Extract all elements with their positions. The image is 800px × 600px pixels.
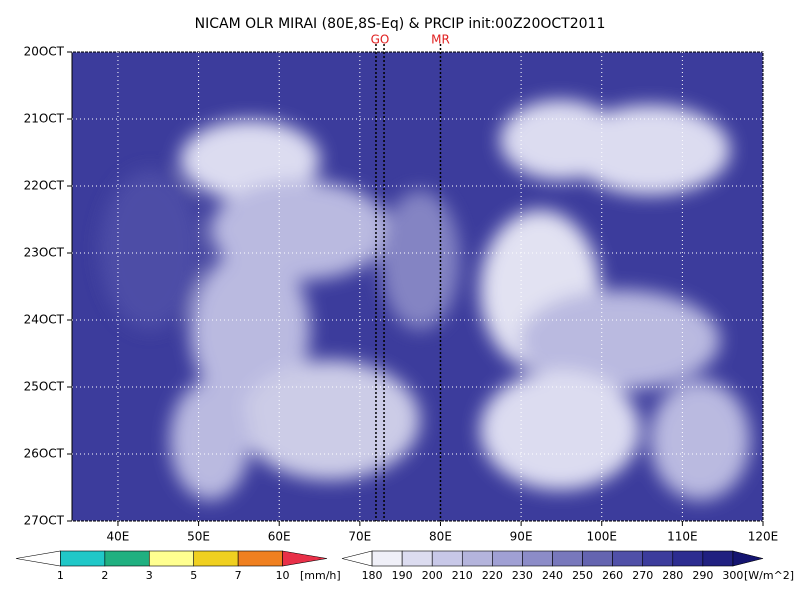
y-tick-label: 22OCT xyxy=(24,179,65,193)
colorbar-box xyxy=(104,550,150,567)
colorbar-label: 180 xyxy=(362,569,383,582)
colorbar-box xyxy=(401,550,433,567)
colorbar-box xyxy=(522,550,553,567)
colorbar-label: 240 xyxy=(542,569,563,582)
x-tick-label: 100E xyxy=(586,530,617,544)
colorbar-label: 190 xyxy=(392,569,413,582)
y-tick-label: 26OCT xyxy=(24,447,65,461)
y-tick-label: 20OCT xyxy=(24,45,65,59)
colorbar-label: 300 xyxy=(722,569,743,582)
colorbar-box xyxy=(702,550,734,567)
colorbar-triangle xyxy=(15,550,61,567)
colorbar-label: 200 xyxy=(422,569,443,582)
colorbar-label: 290 xyxy=(692,569,713,582)
colorbar-label: 210 xyxy=(452,569,473,582)
colorbar-triangle xyxy=(282,550,328,567)
colorbar-label: 260 xyxy=(602,569,623,582)
colorbar-box xyxy=(371,550,403,567)
colorbar-box xyxy=(148,550,195,567)
x-tick-label: 60E xyxy=(268,530,291,544)
colorbar-box xyxy=(431,550,463,567)
y-tick-label: 27OCT xyxy=(24,514,65,528)
colorbar-label: 270 xyxy=(632,569,653,582)
colorbar-unit: [W/m^2] xyxy=(744,569,794,582)
colorbar-triangle xyxy=(341,550,373,567)
colorbar-label: 2 xyxy=(101,569,108,582)
colorbar-label: 3 xyxy=(146,569,153,582)
x-tick-label: 70E xyxy=(348,530,371,544)
x-tick-label: 50E xyxy=(187,530,210,544)
colorbar-box xyxy=(492,550,523,567)
colorbar-label: 1 xyxy=(57,569,64,582)
colorbar-box xyxy=(552,550,583,567)
colorbar-box xyxy=(60,550,106,567)
y-tick-label: 24OCT xyxy=(24,313,65,327)
colorbar-label: 10 xyxy=(276,569,290,582)
y-tick-label: 25OCT xyxy=(24,380,65,394)
x-tick-label: 90E xyxy=(510,530,533,544)
marker-label: GO xyxy=(371,33,390,47)
colorbar-label: 220 xyxy=(482,569,503,582)
x-tick-label: 40E xyxy=(107,530,130,544)
colorbar-box xyxy=(642,550,674,567)
colorbar-box xyxy=(612,550,644,567)
colorbar-label: 280 xyxy=(662,569,683,582)
field xyxy=(72,52,763,521)
colorbar-box xyxy=(582,550,613,567)
colorbar-box xyxy=(193,550,239,567)
y-tick-label: 21OCT xyxy=(24,112,65,126)
x-tick-label: 80E xyxy=(429,530,452,544)
colorbar-unit: [mm/h] xyxy=(300,569,341,582)
colorbar-label: 7 xyxy=(235,569,242,582)
y-tick-label: 23OCT xyxy=(24,246,65,260)
colorbar-label: 250 xyxy=(572,569,593,582)
x-tick-label: 110E xyxy=(667,530,698,544)
colorbar-box xyxy=(672,550,704,567)
colorbar-label: 5 xyxy=(190,569,197,582)
x-tick-label: 120E xyxy=(748,530,779,544)
plot-frame xyxy=(71,51,764,522)
colorbar-box xyxy=(461,550,493,567)
marker-label: MR xyxy=(431,33,450,47)
colorbar-label: 230 xyxy=(512,569,533,582)
colorbar-triangle xyxy=(732,550,764,567)
colorbar-box xyxy=(237,550,283,567)
chart-title: NICAM OLR MIRAI (80E,8S-Eq) & PRCIP init… xyxy=(195,16,606,32)
